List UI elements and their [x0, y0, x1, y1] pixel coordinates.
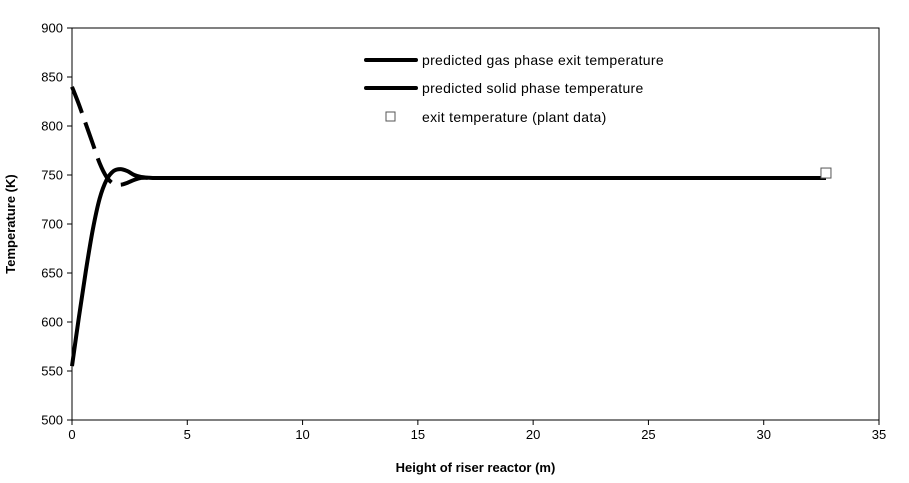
x-axis-title: Height of riser reactor (m) — [396, 460, 556, 475]
y-tick-label: 600 — [41, 315, 63, 330]
legend-label: predicted solid phase temperature — [422, 80, 644, 96]
legend: predicted gas phase exit temperature pred… — [364, 52, 664, 125]
x-tick-label: 15 — [411, 427, 425, 442]
y-tick-label: 750 — [41, 168, 63, 183]
y-tick-label: 900 — [41, 21, 63, 36]
y-axis-title: Temperature (K) — [3, 174, 18, 273]
gas-phase-temperature-line — [70, 167, 826, 367]
x-tick-label: 30 — [756, 427, 770, 442]
series-layer — [70, 86, 832, 367]
y-tick-label: 800 — [41, 119, 63, 134]
axes: 0 5 10 15 20 25 30 35 500 550 600 650 700 750 800 850 90… — [41, 21, 886, 443]
x-tick-label: 35 — [872, 427, 886, 442]
x-tick-label: 0 — [68, 427, 75, 442]
x-tick-label: 20 — [526, 427, 540, 442]
plant-data-point — [820, 167, 832, 179]
y-tick-label: 650 — [41, 266, 63, 281]
x-tick-label: 25 — [641, 427, 655, 442]
legend-label: exit temperature (plant data) — [422, 109, 607, 125]
solid-phase-temperature-line — [70, 86, 826, 187]
y-tick-label: 850 — [41, 70, 63, 85]
legend-label: predicted gas phase exit temperature — [422, 52, 664, 68]
x-tick-label: 5 — [184, 427, 191, 442]
y-tick-label: 500 — [41, 413, 63, 428]
x-tick-label: 10 — [295, 427, 309, 442]
y-tick-label: 700 — [41, 217, 63, 232]
y-tick-label: 550 — [41, 364, 63, 379]
legend-marker — [385, 111, 396, 122]
